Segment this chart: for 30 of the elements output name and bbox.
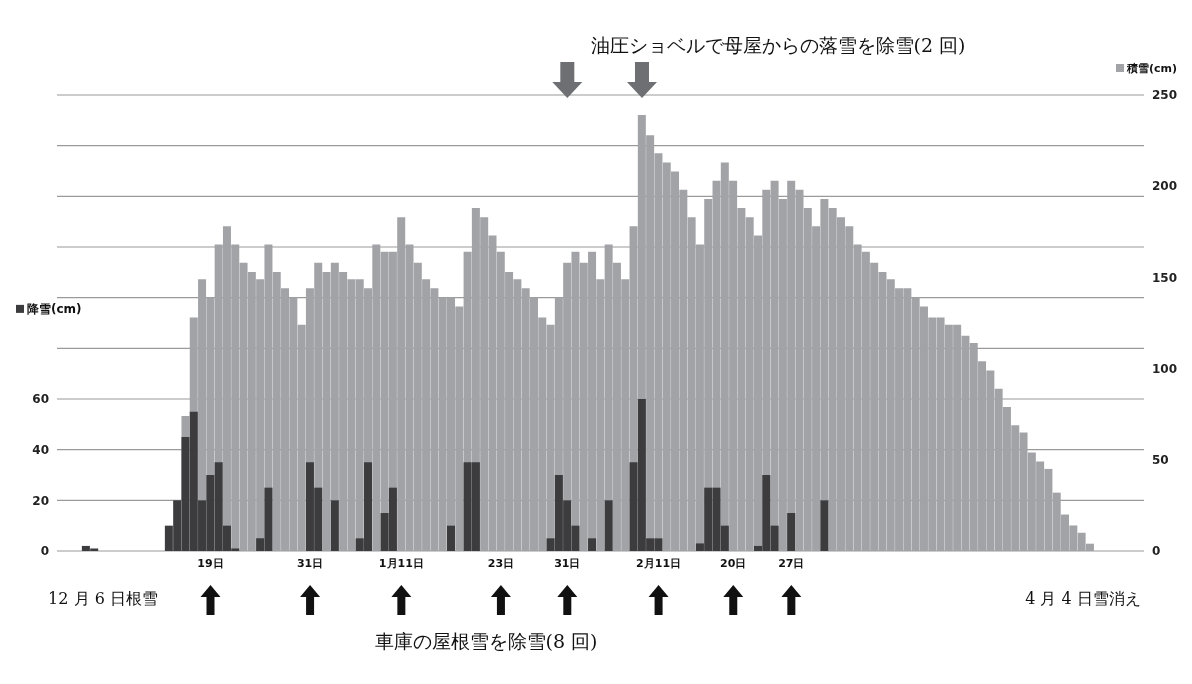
text: 車庫の屋根雪を除雪(8 回)	[374, 630, 598, 652]
y2-tick-label: 150	[1152, 270, 1178, 285]
bar	[330, 500, 339, 551]
y2-tick-label: 50	[1152, 453, 1169, 468]
legend-label: 積雪(cm)	[1126, 62, 1178, 75]
bar	[588, 538, 597, 551]
x-tick-label: 31日	[554, 556, 581, 570]
y2-tick-label: 250	[1152, 88, 1178, 103]
y-tick-label: 20	[32, 493, 49, 508]
y2-tick-label: 200	[1152, 179, 1178, 194]
y-tick-label: 0	[40, 544, 49, 559]
y2-tick-label: 100	[1152, 361, 1178, 376]
text: 12 月 6 日根雪	[48, 589, 158, 608]
x-tick-label: 31日	[296, 556, 324, 570]
text: 4 月 4 日雪消え	[1025, 589, 1141, 608]
x-tick-label: 27日	[778, 556, 805, 570]
bar	[446, 525, 455, 551]
x-tick-label: 2月11日	[636, 556, 682, 570]
bar	[820, 500, 829, 551]
legend-label: 降雪(cm)	[27, 301, 82, 316]
y-tick-label: 40	[32, 442, 49, 457]
x-tick-label: 23日	[487, 556, 515, 570]
y2-tick-label: 0	[1152, 544, 1161, 559]
bar	[787, 513, 796, 551]
y-tick-label: 60	[32, 392, 49, 407]
x-tick-label: 20日	[720, 556, 747, 570]
text: 油圧ショベルで母屋からの落雪を除雪(2 回)	[590, 34, 966, 56]
x-tick-label: 19日	[197, 556, 224, 570]
x-tick-label: 1月11日	[378, 556, 424, 570]
bar	[604, 500, 613, 551]
